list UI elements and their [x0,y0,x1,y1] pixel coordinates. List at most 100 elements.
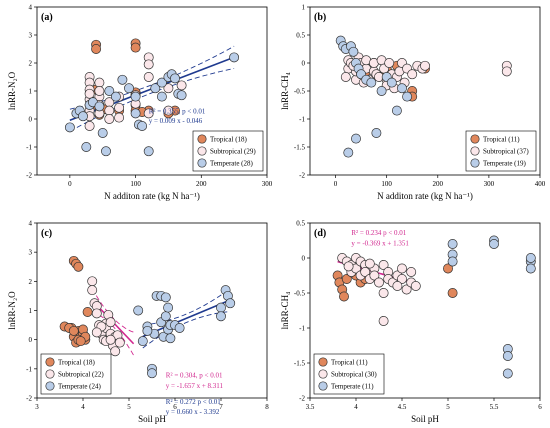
series-temperate [133,285,236,379]
y-tick-label: -2 [299,172,305,180]
y-tick-label: -0.5 [294,88,306,96]
data-point [97,128,108,138]
y-axis-label: lnRR-CH₄ [280,292,290,330]
data-point [351,133,361,144]
y-tick-label: 0 [302,60,306,68]
data-point [133,305,144,316]
data-point [82,307,93,317]
x-tick-label: 400 [535,180,546,188]
data-point [75,336,86,347]
legend: Tropical (11) Subtropical (37) Temperate (… [465,130,537,172]
data-point [225,298,236,309]
panel-label: (c) [41,228,52,239]
ci-lower-line [142,311,231,349]
x-tick-label: 300 [262,180,273,188]
legend-swatch-subtropical [470,146,480,156]
legend-swatch-subtropical [45,369,55,379]
y-tick-label: 0 [302,255,306,263]
x-tick-label: 200 [196,180,207,188]
data-point [130,42,141,53]
data-point [360,267,371,277]
data-point [156,91,167,102]
data-point [163,105,174,116]
ci-lower-line [69,67,235,132]
data-point [142,325,153,336]
x-axis-label: N additon rate (kg N ha⁻¹) [104,191,200,201]
y-tick-label: -2 [26,172,32,180]
data-point [447,288,458,298]
x-tick-label: 4 [81,403,85,411]
data-point [502,368,513,379]
legend-swatch-temperate [470,158,480,168]
data-point [73,261,84,272]
data-point [110,346,121,357]
y-tick-label: 4 [29,220,33,228]
annotation: y = 0.660 x - 3.392 [166,408,220,416]
data-point [143,108,154,119]
data-point [384,58,395,68]
data-point [402,91,413,102]
data-point [447,239,458,249]
panel-label: (d) [314,228,326,239]
data-point [364,258,375,269]
x-tick-label: 3.5 [306,403,315,411]
data-point [501,66,512,77]
data-point [420,60,430,71]
data-point [160,292,171,303]
series-temperate [64,52,240,157]
annotation: R² = 0.355, p < 0.01 [149,107,206,115]
x-tick-label: 6 [538,403,542,411]
legend: Tropical (11) Subtropical (30) Temperate (… [313,353,385,395]
data-point [101,146,111,157]
panel-label: (a) [41,12,53,23]
data-point [143,72,154,82]
annotation: y = 0.009 x - 0.046 [149,117,203,125]
data-point [78,111,88,122]
y-tick-label: 3 [29,249,33,257]
data-point [91,327,102,338]
series-subtropical [337,253,421,326]
data-point [386,77,397,88]
data-point [156,77,167,88]
data-point [104,86,115,96]
y-tick-label: -2 [26,395,32,403]
data-point [170,73,180,84]
x-tick-label: 0 [334,180,338,188]
data-point [114,337,125,348]
y-axis-label: lnRR-N₂O [7,291,17,330]
data-point [91,308,102,319]
legend-label-tropical: Tropical (11) [331,359,368,367]
legend-swatch-temperate [318,381,328,391]
series-temperate [335,35,413,158]
y-tick-label: 1 [29,307,33,315]
data-point [94,86,105,96]
annotation: R² = 0.304, p < 0.01 [166,372,223,380]
series-tropical [59,255,93,348]
y-tick-label: -1.5 [294,360,306,368]
series-subtropical [87,276,125,357]
x-tick-label: 300 [484,180,495,188]
data-point [343,261,354,272]
data-point [124,83,134,94]
x-tick-label: 7 [219,403,223,411]
legend: Tropical (18) Subtropical (29) Temperate (… [192,130,264,172]
legend-swatch-temperate [45,381,55,391]
y-axis-label: lnRR-N₂O [7,71,17,110]
data-point [104,105,115,116]
y-tick-label: 1 [302,4,306,12]
data-point [91,44,102,54]
x-tick-label: 200 [433,180,444,188]
series-temperate [447,235,536,379]
annotation: y = -0.369 x + 1.351 [351,239,409,247]
legend-swatch-subtropical [197,146,207,156]
data-point [110,91,121,102]
data-point [443,263,453,274]
y-tick-label: -0.5 [294,290,306,298]
data-point [84,121,95,131]
data-point [165,333,176,344]
legend-swatch-temperate [197,158,207,168]
data-point [343,147,354,158]
y-tick-label: 0.5 [296,220,305,228]
x-axis-label: N additon rate (kg N ha⁻¹) [377,191,473,201]
